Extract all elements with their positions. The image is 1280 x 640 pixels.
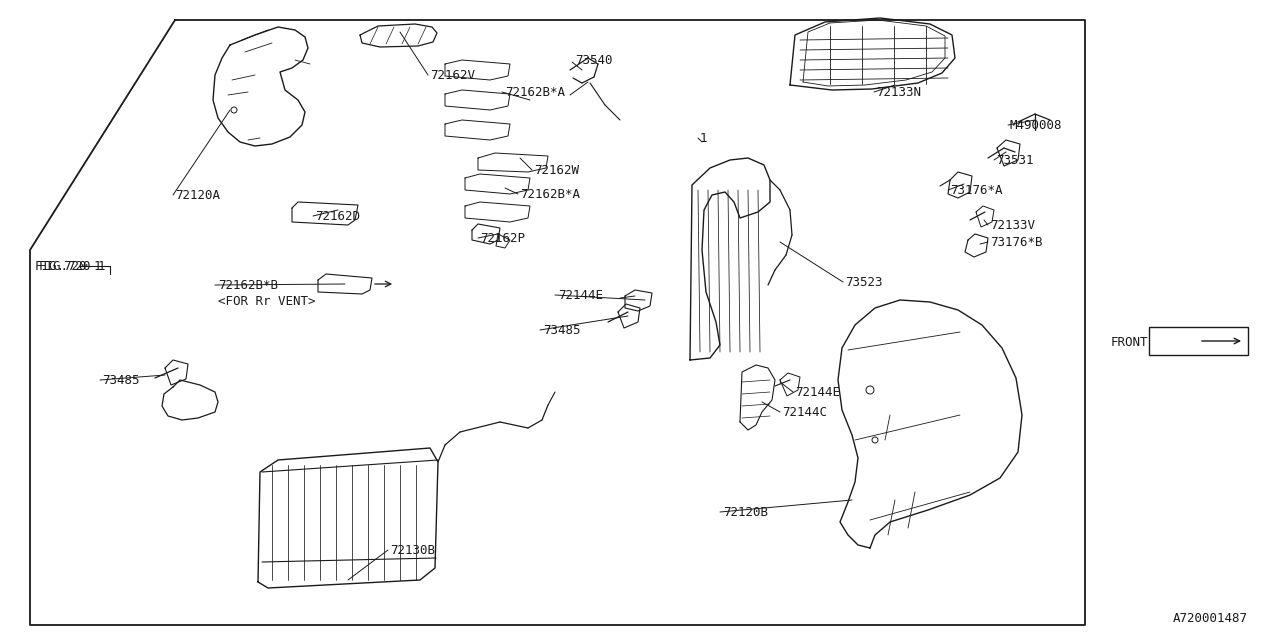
Text: 73531: 73531: [996, 154, 1033, 166]
Text: 73485: 73485: [543, 323, 581, 337]
Text: FRONT: FRONT: [1111, 335, 1148, 349]
Text: 72130B: 72130B: [390, 543, 435, 557]
Text: 72162V: 72162V: [430, 68, 475, 81]
Text: M490008: M490008: [1010, 118, 1062, 131]
Text: 72120A: 72120A: [175, 189, 220, 202]
Text: 72133N: 72133N: [876, 86, 922, 99]
Text: 72162B*A: 72162B*A: [520, 188, 580, 200]
Text: 72162B*B: 72162B*B: [218, 278, 278, 291]
Text: 1: 1: [700, 131, 708, 145]
Text: 73176*A: 73176*A: [950, 184, 1002, 196]
Text: 72162B*A: 72162B*A: [506, 86, 564, 99]
Text: A720001487: A720001487: [1172, 611, 1248, 625]
Text: 72162W: 72162W: [534, 163, 579, 177]
Text: 73485: 73485: [102, 374, 140, 387]
Text: 72133V: 72133V: [989, 218, 1036, 232]
Text: 72144C: 72144C: [782, 406, 827, 419]
Text: 72144E: 72144E: [795, 385, 840, 399]
Text: 72120B: 72120B: [723, 506, 768, 518]
Text: FIG.720-1: FIG.720-1: [35, 259, 102, 273]
Text: 73176*B: 73176*B: [989, 236, 1042, 248]
Text: <FOR Rr VENT>: <FOR Rr VENT>: [218, 294, 315, 307]
Text: 72144E: 72144E: [558, 289, 603, 301]
Text: 73523: 73523: [845, 275, 882, 289]
Text: 72162P: 72162P: [480, 232, 525, 244]
Text: 73540: 73540: [575, 54, 613, 67]
Text: FIG.720-1: FIG.720-1: [38, 259, 106, 273]
Text: 72162D: 72162D: [315, 209, 360, 223]
Bar: [1149, 327, 1248, 355]
